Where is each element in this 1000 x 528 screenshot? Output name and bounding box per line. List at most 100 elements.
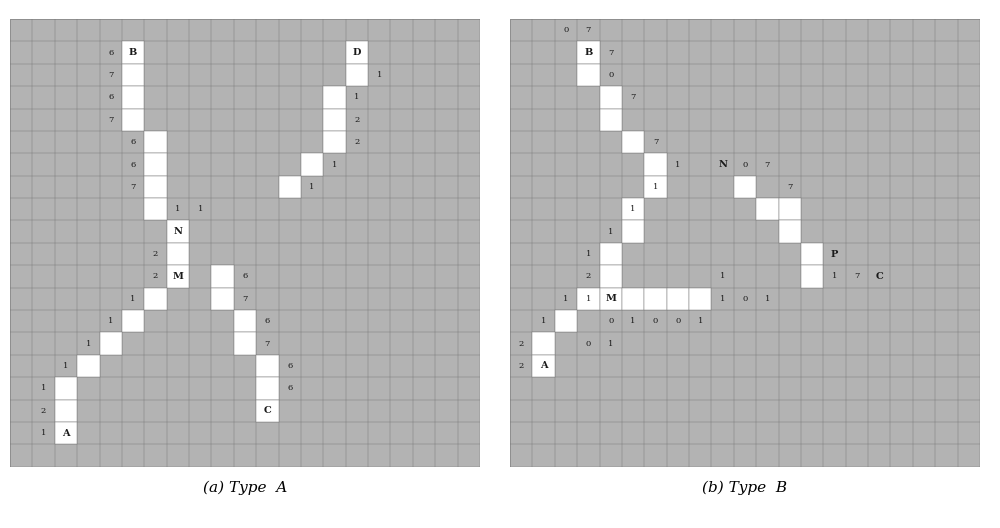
- Text: 2: 2: [519, 340, 524, 347]
- Bar: [144, 176, 167, 198]
- Bar: [577, 42, 600, 64]
- Bar: [256, 355, 279, 377]
- Text: 1: 1: [608, 340, 613, 347]
- Bar: [301, 153, 323, 176]
- Text: N: N: [718, 160, 727, 169]
- Text: 6: 6: [242, 272, 248, 280]
- Text: 7: 7: [108, 71, 113, 79]
- Text: 6: 6: [130, 161, 136, 168]
- Bar: [55, 400, 77, 422]
- Text: 0: 0: [742, 161, 748, 168]
- Bar: [256, 400, 279, 422]
- Text: 7: 7: [108, 116, 113, 124]
- Bar: [346, 42, 368, 64]
- Text: 7: 7: [242, 295, 248, 303]
- Bar: [167, 243, 189, 265]
- Bar: [644, 288, 667, 310]
- Bar: [144, 288, 167, 310]
- Bar: [234, 333, 256, 355]
- Text: N: N: [173, 227, 182, 236]
- Bar: [167, 265, 189, 288]
- Bar: [211, 265, 234, 288]
- Text: 2: 2: [41, 407, 46, 414]
- Text: 7: 7: [130, 183, 136, 191]
- Text: 1: 1: [698, 317, 703, 325]
- Bar: [622, 131, 644, 153]
- Bar: [689, 288, 711, 310]
- Bar: [577, 288, 600, 310]
- Bar: [167, 221, 189, 243]
- Bar: [532, 333, 555, 355]
- Text: A: A: [62, 429, 70, 438]
- Text: 1: 1: [563, 295, 569, 303]
- Bar: [122, 42, 144, 64]
- Bar: [77, 355, 100, 377]
- Text: 1: 1: [720, 272, 725, 280]
- Text: 7: 7: [765, 161, 770, 168]
- Text: 2: 2: [153, 272, 158, 280]
- Bar: [577, 64, 600, 86]
- Bar: [122, 310, 144, 333]
- Text: 7: 7: [608, 49, 613, 56]
- Text: 0: 0: [653, 317, 658, 325]
- Bar: [622, 221, 644, 243]
- Bar: [801, 265, 823, 288]
- Text: 0: 0: [675, 317, 680, 325]
- Text: 1: 1: [86, 340, 91, 347]
- Bar: [600, 265, 622, 288]
- Text: 2: 2: [519, 362, 524, 370]
- Bar: [144, 131, 167, 153]
- Bar: [279, 176, 301, 198]
- Bar: [144, 198, 167, 221]
- Text: B: B: [129, 48, 137, 57]
- Bar: [779, 221, 801, 243]
- Text: 0: 0: [608, 71, 613, 79]
- Text: 2: 2: [354, 138, 360, 146]
- Text: 1: 1: [653, 183, 658, 191]
- Text: D: D: [353, 48, 361, 57]
- Text: 1: 1: [608, 228, 613, 235]
- Bar: [779, 198, 801, 221]
- Text: 2: 2: [354, 116, 360, 124]
- Bar: [600, 288, 622, 310]
- Text: M: M: [172, 272, 183, 281]
- Text: (b) Type  B: (b) Type B: [702, 480, 788, 495]
- Text: 6: 6: [287, 362, 292, 370]
- Text: 1: 1: [63, 362, 69, 370]
- Text: 6: 6: [265, 317, 270, 325]
- Bar: [346, 64, 368, 86]
- Text: 1: 1: [541, 317, 546, 325]
- Text: 0: 0: [586, 340, 591, 347]
- Bar: [323, 131, 346, 153]
- Bar: [122, 109, 144, 131]
- Text: C: C: [264, 406, 271, 415]
- Text: 2: 2: [586, 272, 591, 280]
- Text: 7: 7: [787, 183, 792, 191]
- Bar: [801, 243, 823, 265]
- Text: M: M: [605, 294, 616, 303]
- Bar: [532, 355, 555, 377]
- Text: 1: 1: [175, 205, 181, 213]
- Text: 1: 1: [765, 295, 770, 303]
- Bar: [55, 422, 77, 444]
- Bar: [55, 377, 77, 400]
- Text: 1: 1: [377, 71, 382, 79]
- Text: 6: 6: [287, 384, 292, 392]
- Bar: [323, 86, 346, 109]
- Bar: [600, 109, 622, 131]
- Text: C: C: [875, 272, 883, 281]
- Bar: [622, 288, 644, 310]
- Text: 0: 0: [608, 317, 613, 325]
- Bar: [644, 176, 667, 198]
- Text: 1: 1: [586, 295, 591, 303]
- Text: 1: 1: [720, 295, 725, 303]
- Text: 7: 7: [854, 272, 860, 280]
- Text: 1: 1: [130, 295, 136, 303]
- Bar: [211, 288, 234, 310]
- Bar: [622, 198, 644, 221]
- Text: 2: 2: [153, 250, 158, 258]
- Text: 1: 1: [332, 161, 337, 168]
- Text: 0: 0: [742, 295, 748, 303]
- Text: 1: 1: [675, 161, 681, 168]
- Bar: [667, 288, 689, 310]
